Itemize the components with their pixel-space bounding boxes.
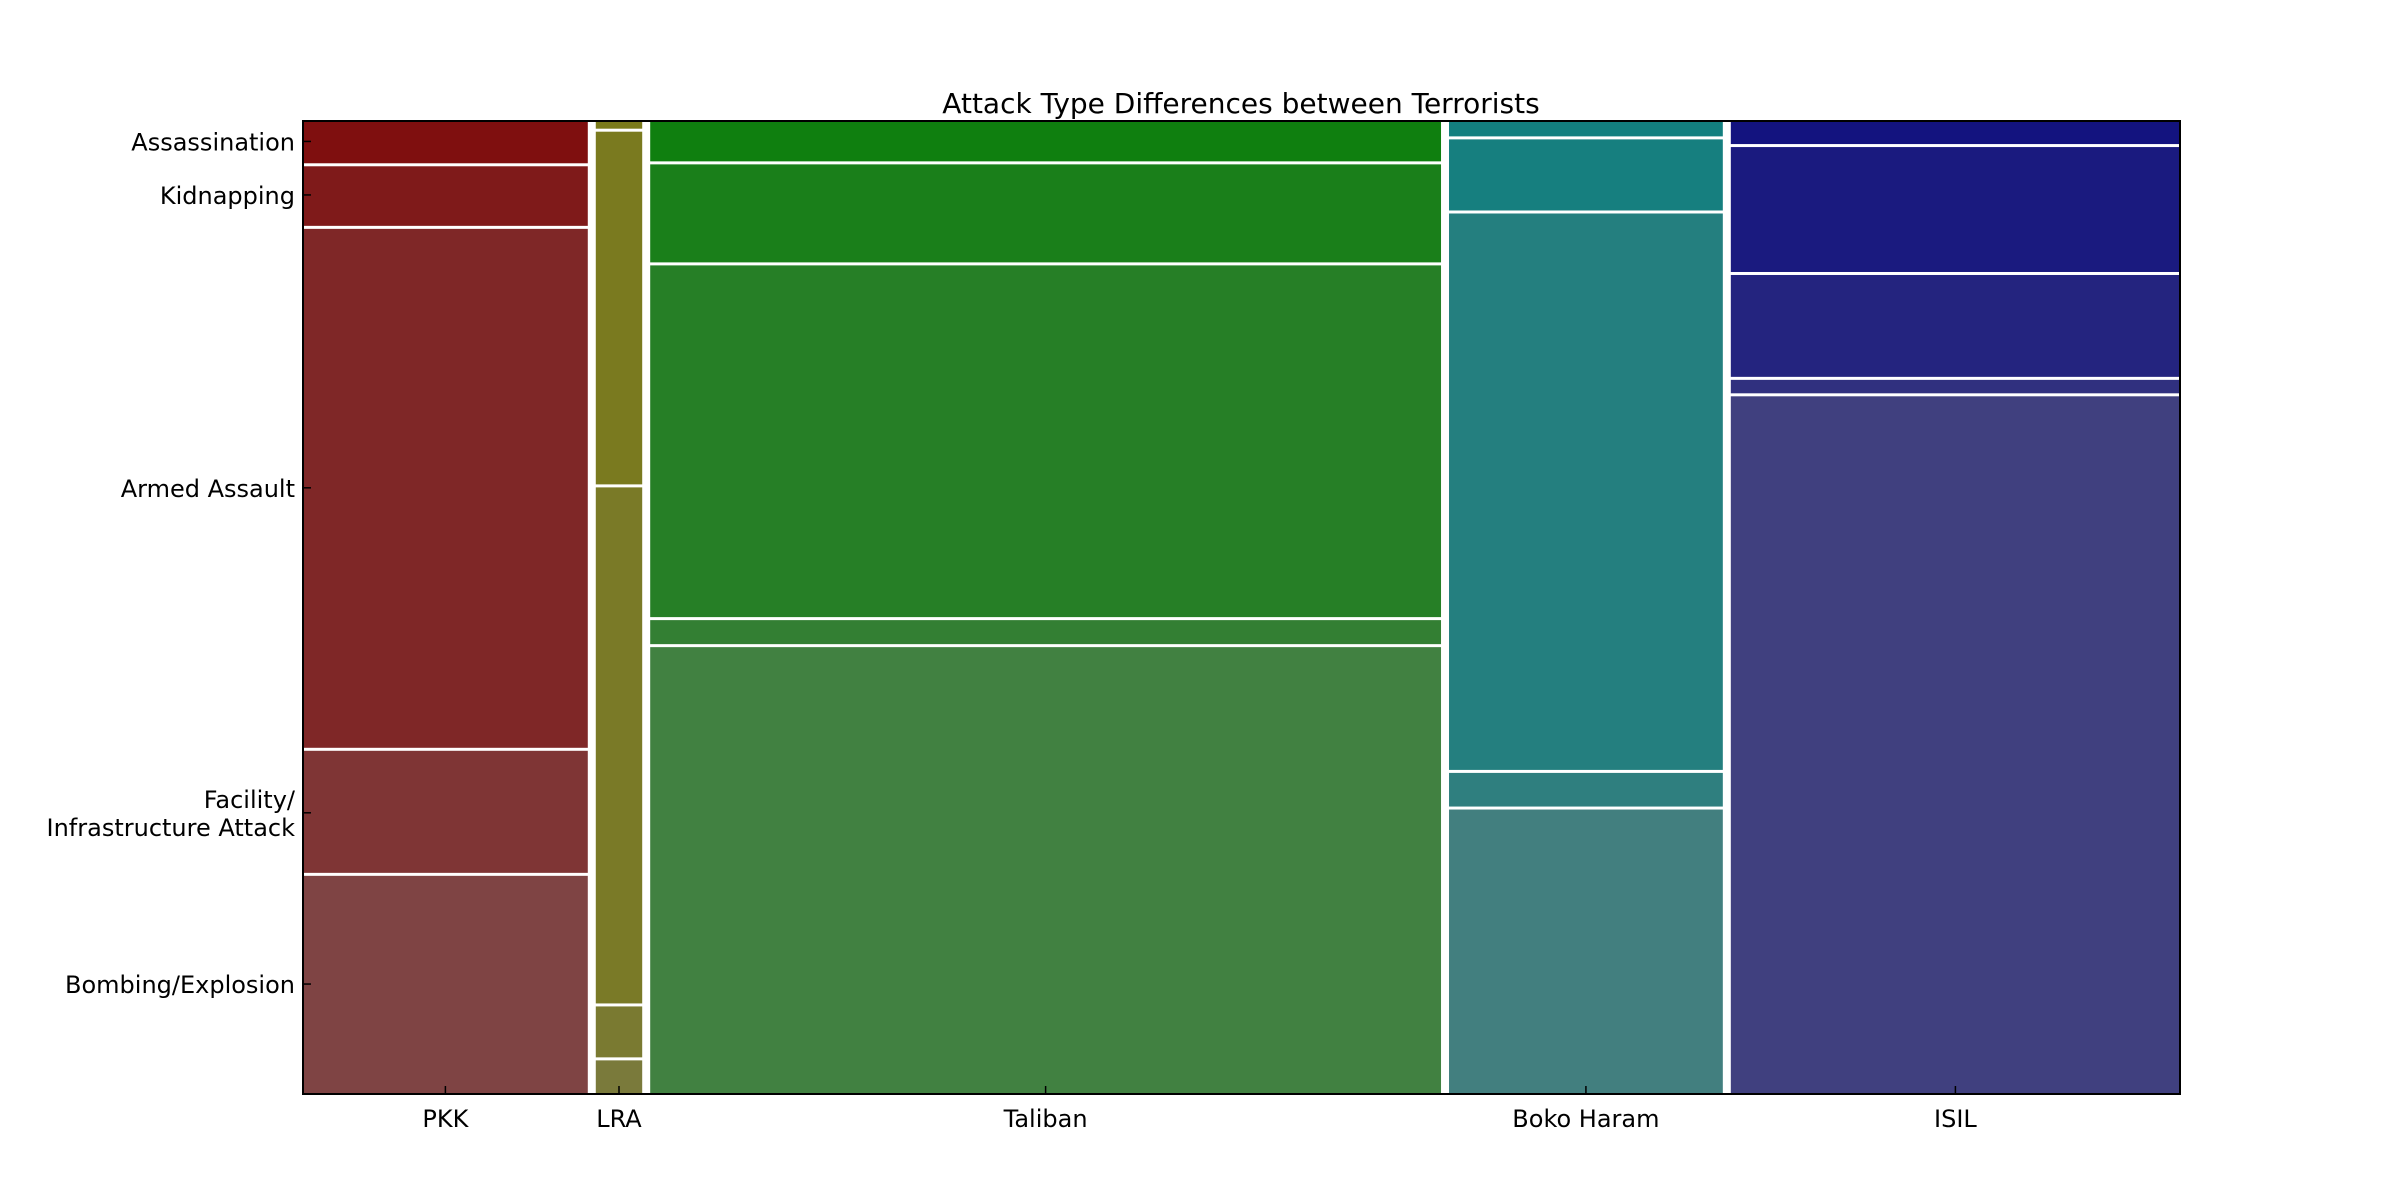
mosaic-tile	[1730, 396, 2180, 1094]
chart-title: Attack Type Differences between Terroris…	[942, 87, 1539, 120]
mosaic-tile	[595, 1006, 643, 1058]
mosaic-tile	[650, 620, 1442, 645]
mosaic-tile	[303, 875, 588, 1094]
x-tick-label: Taliban	[1003, 1105, 1088, 1133]
mosaic-tile	[650, 265, 1442, 618]
plot-frame	[302, 120, 2181, 1095]
tiles-layer	[303, 121, 2180, 1095]
mosaic-tile	[1730, 121, 2180, 145]
mosaic-tile	[1730, 147, 2180, 272]
y-tick-label: Armed Assault	[121, 475, 295, 503]
y-tick-label: Infrastructure Attack	[47, 814, 296, 842]
x-tick-label: LRA	[596, 1105, 642, 1133]
mosaic-tile	[595, 121, 643, 129]
mosaic-tile	[650, 164, 1442, 263]
mosaic-tile	[303, 121, 588, 164]
mosaic-tile	[595, 487, 643, 1004]
mosaic-tile	[1449, 772, 1723, 807]
y-tick-label: Kidnapping	[160, 182, 295, 210]
y-axis: Assassination Kidnapping Armed Assault Faci…	[47, 128, 311, 999]
x-tick-label: ISIL	[1934, 1105, 1977, 1133]
x-axis: PKK LRA Taliban Boko Haram ISIL	[422, 1086, 1977, 1133]
mosaic-tile	[1730, 274, 2180, 377]
mosaic-tile	[303, 750, 588, 873]
mosaic-tile	[1449, 121, 1723, 137]
mosaic-tile	[595, 131, 643, 485]
mosaic-tile	[1449, 809, 1723, 1094]
x-tick-label: PKK	[422, 1105, 469, 1133]
mosaic-tile	[303, 228, 588, 748]
y-tick-label: Assassination	[131, 128, 295, 156]
mosaic-tile	[1449, 139, 1723, 211]
mosaic-tile	[303, 166, 588, 226]
mosaic-tile	[1449, 213, 1723, 770]
x-tick-label: Boko Haram	[1512, 1105, 1659, 1133]
mosaic-tile	[650, 647, 1442, 1094]
mosaic-tile	[650, 121, 1442, 162]
y-tick-label: Facility/	[204, 786, 296, 814]
y-tick-label: Bombing/Explosion	[65, 971, 295, 999]
mosaic-tile	[1730, 379, 2180, 394]
